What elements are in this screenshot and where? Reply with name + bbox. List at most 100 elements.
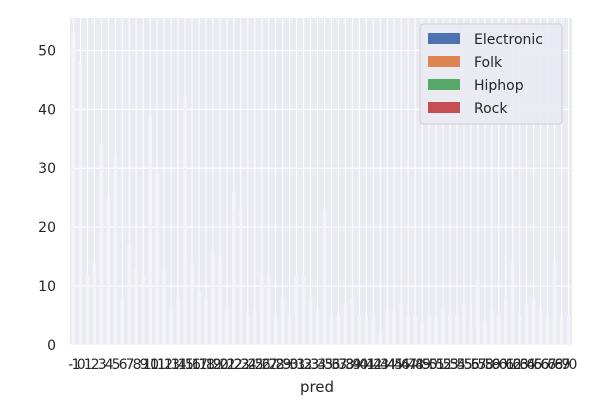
bar-electronic-52 [441, 309, 445, 345]
x-tick-label: 65 [526, 357, 541, 373]
y-tick-labels: 0 10 20 30 40 50 [38, 43, 56, 354]
x-tick-label: 54 [450, 357, 466, 373]
bar-electronic-12 [162, 268, 166, 345]
bar-electronic-1 [85, 274, 90, 345]
x-tick-label: 11 [150, 357, 165, 373]
bar-electronic-70 [566, 315, 571, 345]
x-tick-label: 22 [227, 357, 242, 373]
bar-electronic-6 [120, 297, 125, 345]
legend-label-rock: Rock [474, 101, 508, 117]
x-tick-label: 10 [143, 357, 158, 373]
bar-electronic-46 [399, 303, 403, 345]
x-tick-label: 46 [394, 357, 410, 373]
bar-electronic-51 [434, 315, 438, 345]
x-tick-label: 12 [157, 357, 172, 373]
y-tick-label: 40 [38, 102, 56, 118]
x-tick-label: 38 [338, 357, 353, 373]
x-tick-label: 56 [464, 357, 480, 373]
x-tick-label: 49 [415, 357, 430, 373]
x-tick-label: 14 [171, 357, 187, 373]
bar-electronic-48 [413, 315, 417, 345]
x-tick-label: 19 [206, 357, 221, 373]
bar-electronic-9 [141, 274, 145, 345]
x-tick-label: 6 [119, 357, 128, 373]
bar-electronic-10 [148, 115, 152, 345]
x-tick-label: 9 [140, 357, 148, 373]
x-axis-label: pred [300, 378, 334, 396]
x-tick-label: 52 [436, 357, 451, 373]
x-tick-label: 48 [408, 357, 423, 373]
x-tick-label: 33 [303, 357, 318, 373]
legend-swatch-hiphop [428, 79, 460, 90]
x-tick-label: 21 [220, 357, 235, 373]
x-tick-label: 29 [275, 357, 290, 373]
bar-electronic-30 [287, 315, 292, 345]
bar-electronic-58 [483, 321, 487, 345]
legend-label-folk: Folk [474, 55, 503, 71]
x-tick-label: 50 [422, 357, 437, 373]
bar-electronic-64 [524, 303, 529, 345]
bar-electronic-68 [552, 262, 557, 345]
x-tick-label: 61 [498, 357, 513, 373]
bar-electronic-20 [218, 256, 222, 345]
x-tick-label: 15 [178, 357, 193, 373]
x-tick-label: 67 [540, 357, 555, 373]
bar-electronic-66 [538, 309, 543, 345]
bar-electronic-16 [190, 262, 194, 345]
bar-electronic-25 [253, 309, 257, 345]
x-tick-label: 4 [105, 357, 114, 373]
bar-electronic-31 [294, 274, 299, 345]
bar-electronic-0 [78, 62, 83, 346]
bar-electronic-62 [510, 262, 515, 345]
bars [71, 32, 571, 346]
bar-electronic-18 [204, 297, 208, 345]
bar-electronic-38 [343, 303, 348, 345]
x-tick-label: 60 [491, 357, 506, 373]
bar-electronic-65 [531, 297, 536, 345]
y-tick-label: 20 [38, 220, 56, 236]
bar-electronic-26 [259, 274, 264, 345]
bar-electronic-69 [559, 315, 564, 345]
x-tick-label: 3 [98, 357, 106, 373]
x-tick-label: 47 [401, 357, 416, 373]
bar-electronic-7 [127, 244, 132, 345]
bar-electronic-47 [406, 315, 410, 345]
x-tick-label: 16 [185, 357, 201, 373]
y-tick-label: 50 [38, 43, 56, 59]
bar-electronic-63 [517, 315, 522, 345]
bar-electronic-35 [322, 209, 327, 345]
x-tick-label: 23 [234, 357, 249, 373]
x-tick-label: 24 [240, 357, 256, 373]
bar-electronic-23 [239, 209, 243, 345]
bar-electronic-34 [315, 309, 320, 345]
bar-electronic-59 [490, 309, 494, 345]
x-tick-label: 66 [533, 357, 549, 373]
bar-electronic-55 [462, 303, 466, 345]
y-tick-label: 30 [38, 161, 56, 177]
bar-electronic-14 [176, 297, 180, 345]
bar-electronic-21 [225, 309, 229, 345]
bar-electronic-61 [504, 297, 508, 345]
bar-electronic-22 [232, 191, 236, 345]
x-tick-label: 30 [282, 357, 297, 373]
legend: Electronic Folk Hiphop Rock [419, 23, 563, 125]
x-tick-label: 69 [554, 357, 569, 373]
x-tick-label: 58 [478, 357, 493, 373]
x-tick-label: 37 [331, 357, 346, 373]
x-tick-label: 25 [247, 357, 262, 373]
legend-swatch-folk [428, 56, 460, 67]
legend-swatch-electronic [428, 33, 460, 44]
bar-electronic-15 [183, 97, 187, 345]
x-tick-label: 53 [443, 357, 458, 373]
x-tick-label: 5 [112, 357, 120, 373]
bar-electronic-2 [92, 262, 97, 345]
legend-box [419, 23, 563, 125]
legend-label-electronic: Electronic [474, 32, 543, 48]
bar-electronic-24 [246, 315, 250, 345]
x-tick-label: 18 [199, 357, 214, 373]
x-tick-label: 35 [317, 357, 332, 373]
x-tick-label: 62 [505, 357, 520, 373]
x-tick-label: 44 [380, 357, 396, 373]
legend-swatch-rock [428, 102, 460, 113]
